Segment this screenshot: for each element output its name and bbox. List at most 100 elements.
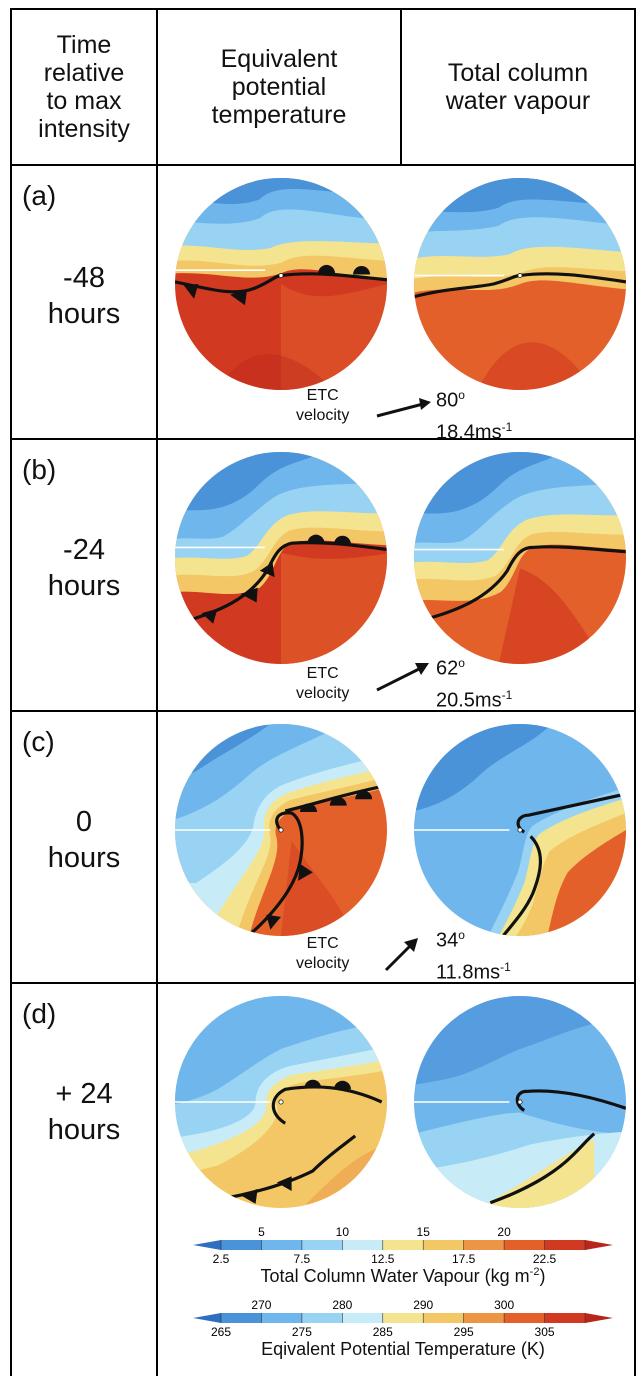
tcwv-map-d: [414, 996, 626, 1208]
theta-e-colorbar-tick-label: 280: [332, 1298, 352, 1312]
speed-exponent: -1: [501, 419, 513, 434]
theta-e-colorbar-swatch: [423, 1313, 465, 1323]
tcwv-colorbar-swatch: [382, 1240, 424, 1250]
velocity-text: velocity: [296, 685, 350, 702]
theta-e-map-b: [175, 452, 387, 664]
header-time-line: Time: [56, 31, 112, 59]
row-divider-a: [10, 438, 636, 440]
degree-sign: o: [458, 656, 465, 670]
speed-value: 20.5ms-1: [436, 682, 512, 714]
theta-e-colorbar-tick-label: 285: [373, 1325, 393, 1339]
etc-velocity-label-b: ETC velocity: [296, 664, 349, 704]
table-border-top: [10, 8, 636, 10]
time-unit: hours: [47, 842, 121, 874]
theta-e-colorbar-swatch: [382, 1313, 424, 1323]
theta-e-colorbar-tick-label: 290: [413, 1298, 433, 1312]
direction-value: 62o: [436, 650, 512, 682]
time-unit: hours: [47, 570, 121, 602]
tcwv-colorbar-tick-label: 10: [336, 1225, 350, 1239]
header-time-line: intensity: [38, 115, 130, 143]
theta-e-colorbar-extend-low: [193, 1313, 221, 1323]
header-theta-line: potential: [231, 73, 327, 101]
direction-value: 34o: [436, 922, 511, 954]
tcwv-colorbar-swatch: [423, 1240, 465, 1250]
header-theta-line: Equivalent: [220, 45, 338, 73]
row-divider-header: [10, 164, 636, 166]
theta-e-colorbar-extend-high: [585, 1313, 613, 1323]
column-divider-1: [156, 8, 158, 1376]
panel-label-c: (c): [22, 726, 55, 757]
theta-e-colorbar-swatch: [301, 1313, 343, 1323]
tcwv-colorbar-swatch: [342, 1240, 384, 1250]
tcwv-colorbar: 2.5 7.5 12.5 17.5 22.5 5 10 15 20: [193, 1225, 613, 1266]
etc-text: ETC: [306, 387, 339, 404]
column-divider-2: [400, 8, 402, 165]
time-unit: hours: [47, 1114, 121, 1146]
theta-e-map-a: [175, 178, 387, 390]
header-tcwv-line: water vapour: [445, 87, 591, 115]
table-border-left: [10, 8, 12, 1376]
header-time-line: relative: [43, 59, 125, 87]
tcwv-colorbar-tick-label: 15: [417, 1225, 431, 1239]
direction-number: 80: [436, 389, 459, 412]
tcwv-colorbar-swatch: [261, 1240, 303, 1250]
time-value: -48: [63, 262, 105, 294]
time-value: + 24: [55, 1078, 113, 1110]
tcwv-colorbar-tick-label: 7.5: [294, 1252, 311, 1266]
time-label-c: 0 hours: [14, 804, 154, 876]
tcwv-title-end: ): [539, 1266, 546, 1286]
theta-e-colorbar-swatch: [261, 1313, 303, 1323]
tcwv-colorbar-swatch: [504, 1240, 546, 1250]
theta-e-colorbar-tick-label: 295: [454, 1325, 474, 1339]
theta-e-colorbar-swatch: [463, 1313, 505, 1323]
panel-label-a: (a): [22, 180, 57, 211]
time-value: 0: [75, 806, 93, 838]
theta-e-colorbar-tick-label: 300: [494, 1298, 514, 1312]
speed-number: 18.4ms: [436, 421, 502, 444]
header-time: Time relative to max intensity: [12, 10, 156, 164]
speed-exponent: -1: [500, 959, 511, 974]
etc-velocity-label-a: ETC velocity: [296, 386, 349, 426]
tcwv-colorbar-title: Total Column Water Vapour (kg m-2): [193, 1266, 613, 1287]
theta-e-colorbar-swatch: [221, 1313, 262, 1323]
figure-table: Time relative to max intensity Equivalen…: [10, 8, 636, 1376]
header-time-line: to max: [46, 87, 122, 115]
etc-text: ETC: [306, 665, 339, 682]
tcwv-map-c: [414, 724, 626, 936]
etc-velocity-value-a: 80o 18.4ms-1: [436, 382, 512, 445]
theta-e-map-d: [175, 996, 387, 1208]
time-value: -24: [63, 534, 105, 566]
tcwv-title-text: Total Column Water Vapour (kg m: [260, 1266, 530, 1286]
etc-velocity-value-c: 34o 11.8ms-1: [436, 922, 511, 985]
theta-e-colorbar-swatch: [544, 1313, 586, 1323]
tcwv-title-exponent: -2: [529, 1266, 540, 1278]
speed-number: 11.8ms: [436, 961, 501, 984]
speed-exponent: -1: [501, 687, 513, 702]
time-label-d: + 24 hours: [14, 1076, 154, 1148]
theta-e-colorbar-swatch: [342, 1313, 384, 1323]
panel-label-d: (d): [22, 998, 57, 1029]
theta-e-colorbar-tick-label: 270: [251, 1298, 271, 1312]
tcwv-colorbar-tick-label: 17.5: [452, 1252, 476, 1266]
tcwv-map-b: [414, 452, 626, 664]
direction-number: 34: [436, 929, 459, 952]
direction-number: 62: [436, 657, 459, 680]
theta-e-colorbar: 265 275 285 295 305 270 280 290 300: [193, 1298, 613, 1339]
time-label-a: -48 hours: [14, 260, 154, 332]
direction-value: 80o: [436, 382, 512, 414]
header-tcwv: Total column water vapour: [402, 10, 634, 164]
velocity-arrow-b: [376, 663, 429, 692]
header-tcwv-line: Total column: [447, 59, 589, 87]
tcwv-colorbar-swatch: [301, 1240, 343, 1250]
row-divider-b: [10, 710, 636, 712]
panel-label-b: (b): [22, 454, 57, 485]
theta-e-colorbar-tick-label: 305: [535, 1325, 555, 1339]
header-theta-line: temperature: [211, 101, 347, 129]
table-border-right: [634, 8, 636, 1376]
speed-value: 11.8ms-1: [436, 954, 511, 986]
tcwv-colorbar-tick-label: 2.5: [213, 1252, 230, 1266]
row-divider-c: [10, 982, 636, 984]
velocity-arrow-c: [384, 938, 418, 972]
theta-e-colorbar-swatch: [504, 1313, 546, 1323]
degree-sign: o: [458, 928, 465, 942]
